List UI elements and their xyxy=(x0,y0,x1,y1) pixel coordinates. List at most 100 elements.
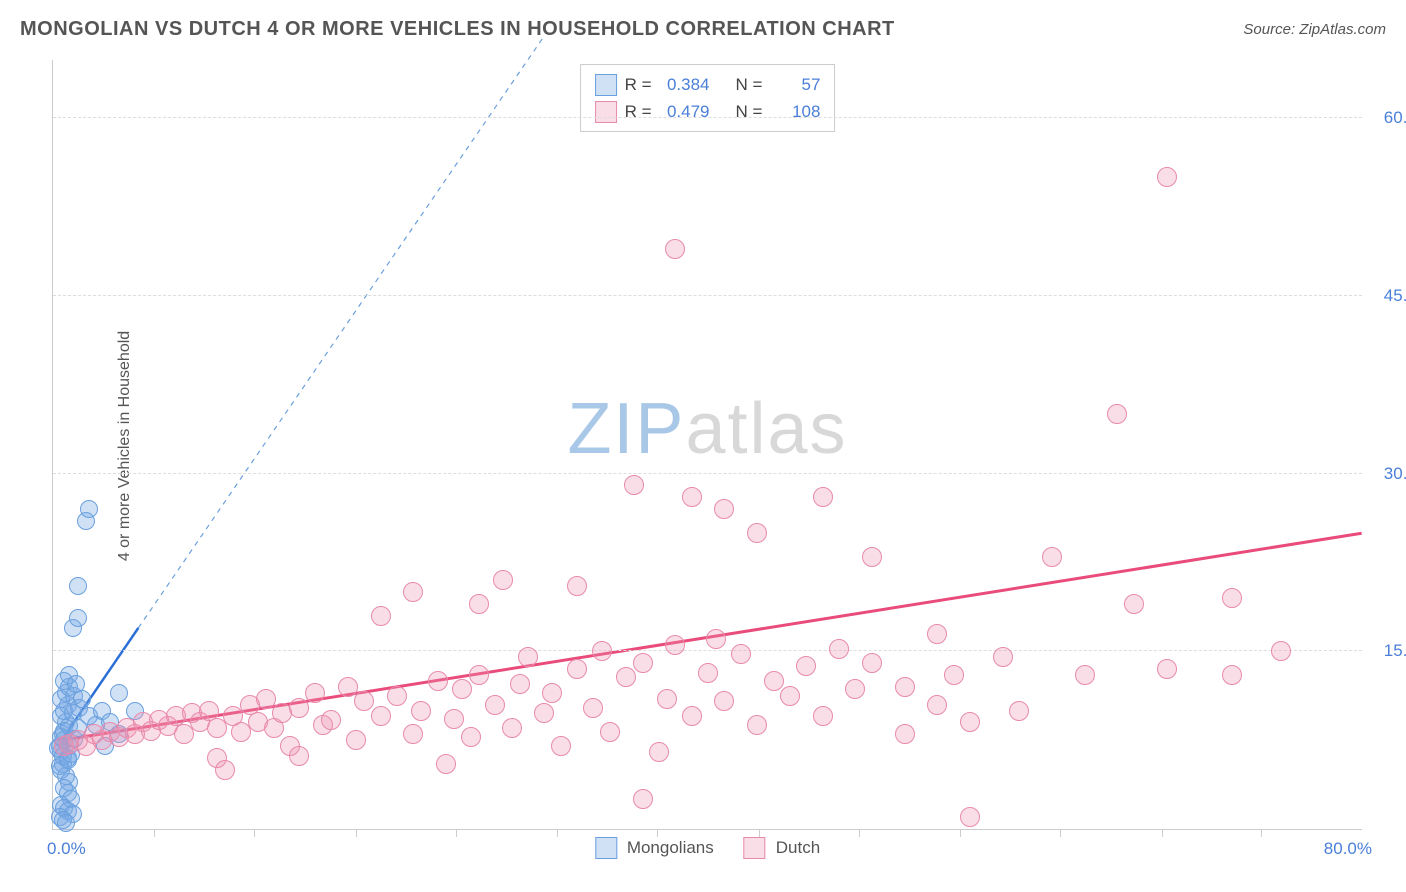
trend-line xyxy=(138,36,544,628)
data-point-dutch xyxy=(567,576,587,596)
data-point-mongolians xyxy=(80,500,98,518)
data-point-dutch xyxy=(289,698,309,718)
data-point-dutch xyxy=(485,695,505,715)
y-tick-label: 15.0% xyxy=(1372,641,1406,661)
legend-item-mongolians: Mongolians xyxy=(595,837,714,859)
data-point-dutch xyxy=(895,677,915,697)
data-point-dutch xyxy=(944,665,964,685)
data-point-dutch xyxy=(764,671,784,691)
data-point-dutch xyxy=(592,641,612,661)
legend-swatch xyxy=(744,837,766,859)
data-point-dutch xyxy=(682,487,702,507)
legend-swatch xyxy=(595,101,617,123)
data-point-dutch xyxy=(649,742,669,762)
data-point-dutch xyxy=(624,475,644,495)
data-point-dutch xyxy=(813,706,833,726)
data-point-dutch xyxy=(993,647,1013,667)
data-point-dutch xyxy=(665,239,685,259)
data-point-mongolians xyxy=(73,690,91,708)
data-point-dutch xyxy=(862,547,882,567)
data-point-dutch xyxy=(1042,547,1062,567)
data-point-dutch xyxy=(387,686,407,706)
data-point-dutch xyxy=(731,644,751,664)
data-point-dutch xyxy=(289,746,309,766)
data-point-dutch xyxy=(665,635,685,655)
data-point-dutch xyxy=(444,709,464,729)
data-point-dutch xyxy=(502,718,522,738)
data-point-dutch xyxy=(682,706,702,726)
legend-label: Mongolians xyxy=(627,838,714,858)
data-point-dutch xyxy=(633,653,653,673)
legend-swatch xyxy=(595,74,617,96)
data-point-dutch xyxy=(1157,659,1177,679)
legend-item-dutch: Dutch xyxy=(744,837,820,859)
y-tick-label: 45.0% xyxy=(1372,286,1406,306)
chart-header: MONGOLIAN VS DUTCH 4 OR MORE VEHICLES IN… xyxy=(20,18,1386,41)
data-point-dutch xyxy=(321,710,341,730)
chart-source: Source: ZipAtlas.com xyxy=(1243,21,1386,38)
data-point-dutch xyxy=(436,754,456,774)
y-tick-label: 60.0% xyxy=(1372,108,1406,128)
x-tick-max: 80.0% xyxy=(1324,839,1372,859)
data-point-dutch xyxy=(862,653,882,673)
data-point-dutch xyxy=(747,715,767,735)
gridline xyxy=(53,473,1362,474)
data-point-dutch xyxy=(1009,701,1029,721)
legend-swatch xyxy=(595,837,617,859)
data-point-dutch xyxy=(469,665,489,685)
correlation-legend: R =0.384N =57R =0.479N =108 xyxy=(580,64,836,132)
legend-label: Dutch xyxy=(776,838,820,858)
data-point-dutch xyxy=(706,629,726,649)
gridline xyxy=(53,650,1362,651)
data-point-dutch xyxy=(633,789,653,809)
data-point-dutch xyxy=(1075,665,1095,685)
data-point-dutch xyxy=(714,691,734,711)
data-point-dutch xyxy=(411,701,431,721)
data-point-dutch xyxy=(829,639,849,659)
data-point-dutch xyxy=(747,523,767,543)
y-tick-label: 30.0% xyxy=(1372,464,1406,484)
data-point-dutch xyxy=(927,695,947,715)
data-point-mongolians xyxy=(69,577,87,595)
data-point-dutch xyxy=(493,570,513,590)
data-point-dutch xyxy=(534,703,554,723)
legend-stat-row-mongolians: R =0.384N =57 xyxy=(595,71,821,98)
data-point-dutch xyxy=(714,499,734,519)
data-point-dutch xyxy=(583,698,603,718)
data-point-mongolians xyxy=(69,609,87,627)
data-point-dutch xyxy=(338,677,358,697)
data-point-dutch xyxy=(813,487,833,507)
data-point-dutch xyxy=(616,667,636,687)
data-point-dutch xyxy=(371,706,391,726)
data-point-dutch xyxy=(215,760,235,780)
data-point-dutch xyxy=(461,727,481,747)
data-point-dutch xyxy=(895,724,915,744)
data-point-mongolians xyxy=(110,684,128,702)
data-point-dutch xyxy=(698,663,718,683)
data-point-dutch xyxy=(780,686,800,706)
data-point-dutch xyxy=(551,736,571,756)
data-point-dutch xyxy=(469,594,489,614)
legend-stat-row-dutch: R =0.479N =108 xyxy=(595,98,821,125)
data-point-dutch xyxy=(354,691,374,711)
data-point-dutch xyxy=(510,674,530,694)
data-point-dutch xyxy=(1124,594,1144,614)
data-point-dutch xyxy=(927,624,947,644)
data-point-dutch xyxy=(542,683,562,703)
data-point-dutch xyxy=(796,656,816,676)
data-point-dutch xyxy=(518,647,538,667)
data-point-dutch xyxy=(256,689,276,709)
data-point-dutch xyxy=(960,807,980,827)
data-point-dutch xyxy=(452,679,472,699)
data-point-dutch xyxy=(305,683,325,703)
data-point-dutch xyxy=(1157,167,1177,187)
data-point-dutch xyxy=(600,722,620,742)
data-point-dutch xyxy=(1107,404,1127,424)
chart-title: MONGOLIAN VS DUTCH 4 OR MORE VEHICLES IN… xyxy=(20,18,895,41)
data-point-mongolians xyxy=(57,814,75,832)
x-tick-min: 0.0% xyxy=(47,839,86,859)
data-point-dutch xyxy=(428,671,448,691)
gridline xyxy=(53,117,1362,118)
data-point-dutch xyxy=(346,730,366,750)
data-point-dutch xyxy=(845,679,865,699)
